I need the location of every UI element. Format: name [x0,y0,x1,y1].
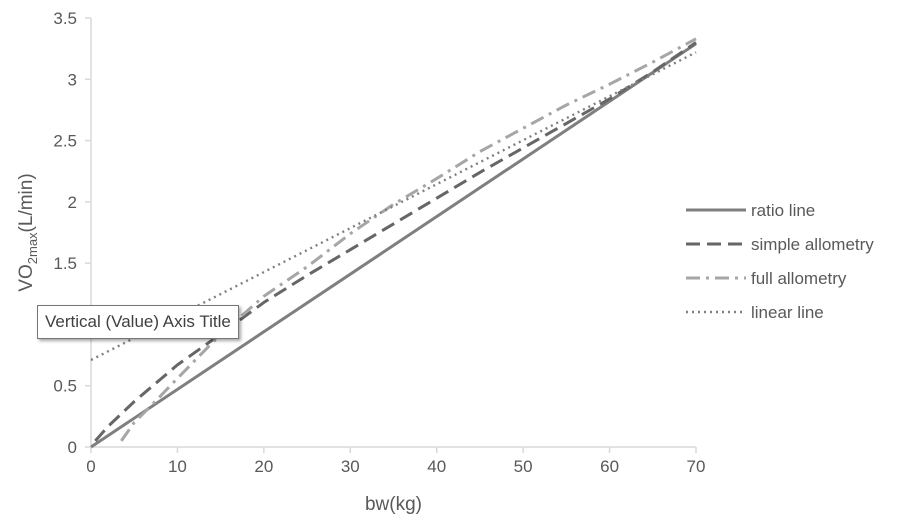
y-axis-title-rest: (L/min) [16,173,37,232]
y-tick-label: 3.5 [53,9,77,28]
y-axis-title-main: VO [16,264,37,291]
legend-label-2: full allometry [751,269,847,288]
x-tick-label: 20 [254,457,273,476]
legend-label-1: simple allometry [751,235,874,254]
x-tick-label: 30 [341,457,360,476]
series-line-0 [90,42,697,449]
y-axis-title-subscript: 2max [25,232,40,264]
x-tick-label: 60 [600,457,619,476]
y-tick-label: 1.5 [53,254,77,273]
x-tick-label: 0 [86,457,95,476]
series-line-3 [90,51,697,362]
series-line-1 [94,41,697,442]
y-axis-title: VO2max(L/min) [16,173,40,291]
legend-label-0: ratio line [751,201,815,220]
y-tick-label: 0 [68,438,77,457]
axis-title-tooltip: Vertical (Value) Axis Title [37,305,239,339]
y-tick-label: 2 [68,193,77,212]
y-tick-label: 0.5 [53,377,77,396]
x-tick-label: 70 [687,457,706,476]
legend[interactable]: ratio line simple allometry full allometry… [686,201,874,322]
y-tick-label: 3 [68,70,77,89]
series-group [90,37,697,449]
x-tick-label: 40 [427,457,446,476]
x-tick-label: 50 [514,457,533,476]
y-tick-label: 2.5 [53,132,77,151]
x-tick-label: 10 [168,457,187,476]
legend-label-3: linear line [751,303,824,322]
x-axis-title: bw(kg) [365,494,422,515]
x-axis-ticks: 0 10 20 30 40 50 60 70 [86,447,705,476]
y-axis-ticks: 00.511.522.533.5 [53,9,91,457]
series-line-2 [120,37,697,442]
